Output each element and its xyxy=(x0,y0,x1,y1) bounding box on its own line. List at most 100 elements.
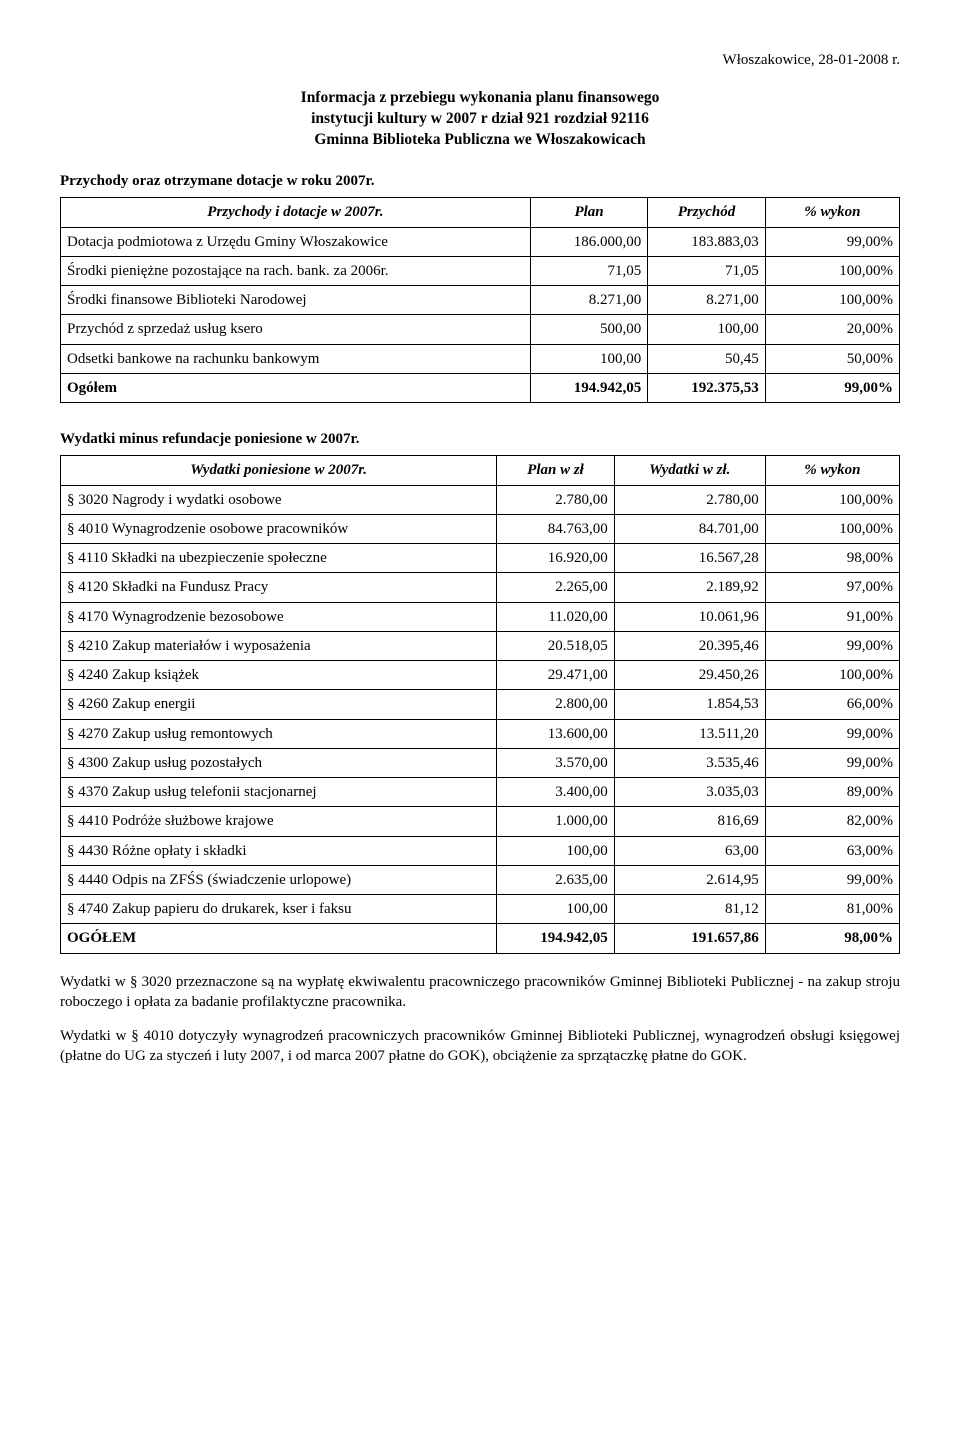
row-label: § 4120 Składki na Fundusz Pracy xyxy=(61,573,497,602)
row-plan: 1.000,00 xyxy=(497,807,614,836)
row-label: Odsetki bankowe na rachunku bankowym xyxy=(61,344,531,373)
row-label: § 3020 Nagrody i wydatki osobowe xyxy=(61,485,497,514)
table-row: § 4210 Zakup materiałów i wyposażenia20.… xyxy=(61,631,900,660)
table-row: § 4110 Składki na ubezpieczenie społeczn… xyxy=(61,544,900,573)
row-value: 71,05 xyxy=(648,256,765,285)
col-header: Plan xyxy=(530,198,647,227)
row-value: 20.395,46 xyxy=(614,631,765,660)
row-percent: 98,00% xyxy=(765,544,899,573)
row-value: 29.450,26 xyxy=(614,661,765,690)
row-value: 50,45 xyxy=(648,344,765,373)
row-value: 192.375,53 xyxy=(648,373,765,402)
table-row: Dotacja podmiotowa z Urzędu Gminy Włosza… xyxy=(61,227,900,256)
row-plan: 11.020,00 xyxy=(497,602,614,631)
title-line-3: Gminna Biblioteka Publiczna we Włoszakow… xyxy=(314,131,645,148)
row-percent: 99,00% xyxy=(765,373,899,402)
table-row: § 4440 Odpis na ZFŚS (świadczenie urlopo… xyxy=(61,865,900,894)
row-label: Ogółem xyxy=(61,373,531,402)
col-header: Przychody i dotacje w 2007r. xyxy=(61,198,531,227)
row-plan: 3.400,00 xyxy=(497,778,614,807)
row-plan: 2.635,00 xyxy=(497,865,614,894)
row-value: 183.883,03 xyxy=(648,227,765,256)
row-percent: 20,00% xyxy=(765,315,899,344)
section-1-title: Przychody oraz otrzymane dotacje w roku … xyxy=(60,171,900,191)
table-row: § 4300 Zakup usług pozostałych3.570,003.… xyxy=(61,748,900,777)
row-plan: 100,00 xyxy=(530,344,647,373)
row-percent: 100,00% xyxy=(765,485,899,514)
table-header-row: Wydatki poniesione w 2007r. Plan w zł Wy… xyxy=(61,456,900,485)
row-value: 1.854,53 xyxy=(614,690,765,719)
row-percent: 98,00% xyxy=(765,924,899,953)
row-plan: 2.800,00 xyxy=(497,690,614,719)
row-label: § 4370 Zakup usług telefonii stacjonarne… xyxy=(61,778,497,807)
col-header: Wydatki w zł. xyxy=(614,456,765,485)
row-value: 8.271,00 xyxy=(648,286,765,315)
row-value: 816,69 xyxy=(614,807,765,836)
table-row: § 3020 Nagrody i wydatki osobowe2.780,00… xyxy=(61,485,900,514)
col-header: Plan w zł xyxy=(497,456,614,485)
row-plan: 100,00 xyxy=(497,895,614,924)
row-value: 63,00 xyxy=(614,836,765,865)
row-label: § 4240 Zakup książek xyxy=(61,661,497,690)
row-label: § 4110 Składki na ubezpieczenie społeczn… xyxy=(61,544,497,573)
table-row: § 4010 Wynagrodzenie osobowe pracowników… xyxy=(61,514,900,543)
row-percent: 99,00% xyxy=(765,631,899,660)
row-plan: 16.920,00 xyxy=(497,544,614,573)
row-value: 3.035,03 xyxy=(614,778,765,807)
row-percent: 50,00% xyxy=(765,344,899,373)
row-label: § 4300 Zakup usług pozostałych xyxy=(61,748,497,777)
section-2-title: Wydatki minus refundacje poniesione w 20… xyxy=(60,429,900,449)
row-plan: 194.942,05 xyxy=(497,924,614,953)
row-value: 191.657,86 xyxy=(614,924,765,953)
row-value: 16.567,28 xyxy=(614,544,765,573)
table-row: Środki pieniężne pozostające na rach. ba… xyxy=(61,256,900,285)
row-percent: 82,00% xyxy=(765,807,899,836)
row-percent: 97,00% xyxy=(765,573,899,602)
row-label: Dotacja podmiotowa z Urzędu Gminy Włosza… xyxy=(61,227,531,256)
table-row: § 4740 Zakup papieru do drukarek, kser i… xyxy=(61,895,900,924)
table-row: Odsetki bankowe na rachunku bankowym100,… xyxy=(61,344,900,373)
table-row: § 4240 Zakup książek29.471,0029.450,2610… xyxy=(61,661,900,690)
row-value: 2.780,00 xyxy=(614,485,765,514)
row-plan: 84.763,00 xyxy=(497,514,614,543)
row-plan: 2.265,00 xyxy=(497,573,614,602)
col-header: % wykon xyxy=(765,198,899,227)
row-label: § 4210 Zakup materiałów i wyposażenia xyxy=(61,631,497,660)
row-label: § 4430 Różne opłaty i składki xyxy=(61,836,497,865)
row-plan: 8.271,00 xyxy=(530,286,647,315)
title-line-1: Informacja z przebiegu wykonania planu f… xyxy=(301,89,660,106)
row-value: 2.614,95 xyxy=(614,865,765,894)
row-label: Środki finansowe Biblioteki Narodowej xyxy=(61,286,531,315)
row-plan: 20.518,05 xyxy=(497,631,614,660)
row-label: Przychód z sprzedaż usług ksero xyxy=(61,315,531,344)
row-percent: 63,00% xyxy=(765,836,899,865)
row-value: 100,00 xyxy=(648,315,765,344)
row-label: § 4010 Wynagrodzenie osobowe pracowników xyxy=(61,514,497,543)
row-percent: 100,00% xyxy=(765,514,899,543)
table-row: § 4170 Wynagrodzenie bezosobowe11.020,00… xyxy=(61,602,900,631)
row-percent: 100,00% xyxy=(765,256,899,285)
title-line-2: instytucji kultury w 2007 r dział 921 ro… xyxy=(311,110,649,127)
row-percent: 99,00% xyxy=(765,719,899,748)
table-row: § 4410 Podróże służbowe krajowe1.000,008… xyxy=(61,807,900,836)
row-label: § 4440 Odpis na ZFŚS (świadczenie urlopo… xyxy=(61,865,497,894)
row-label: § 4270 Zakup usług remontowych xyxy=(61,719,497,748)
table-row: Środki finansowe Biblioteki Narodowej8.2… xyxy=(61,286,900,315)
row-percent: 66,00% xyxy=(765,690,899,719)
expenses-table: Wydatki poniesione w 2007r. Plan w zł Wy… xyxy=(60,455,900,953)
row-plan: 71,05 xyxy=(530,256,647,285)
row-plan: 2.780,00 xyxy=(497,485,614,514)
row-percent: 81,00% xyxy=(765,895,899,924)
row-plan: 29.471,00 xyxy=(497,661,614,690)
row-percent: 100,00% xyxy=(765,661,899,690)
row-value: 81,12 xyxy=(614,895,765,924)
row-label: OGÓŁEM xyxy=(61,924,497,953)
paragraph-1: Wydatki w § 3020 przeznaczone są na wypł… xyxy=(60,972,900,1013)
row-plan: 3.570,00 xyxy=(497,748,614,777)
row-plan: 500,00 xyxy=(530,315,647,344)
table-row: § 4270 Zakup usług remontowych13.600,001… xyxy=(61,719,900,748)
row-percent: 99,00% xyxy=(765,865,899,894)
row-label: § 4740 Zakup papieru do drukarek, kser i… xyxy=(61,895,497,924)
row-plan: 13.600,00 xyxy=(497,719,614,748)
row-plan: 186.000,00 xyxy=(530,227,647,256)
